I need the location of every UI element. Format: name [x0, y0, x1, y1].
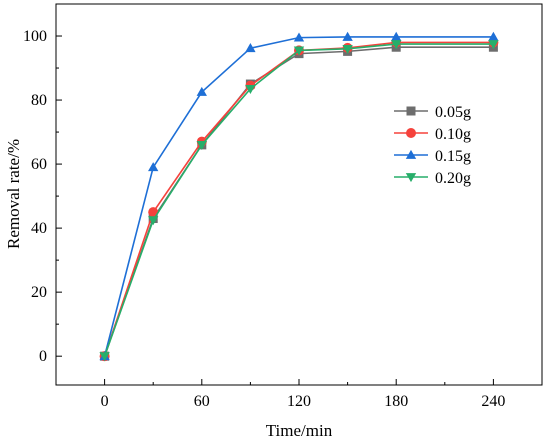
series-0.15g: [99, 31, 499, 361]
legend-label: 0.15g: [435, 148, 471, 165]
y-tick-label: 80: [31, 92, 47, 109]
legend-label: 0.20g: [435, 170, 471, 187]
data-point: [148, 162, 159, 172]
data-point: [391, 40, 402, 50]
y-axis-title: Removal rate/%: [4, 139, 23, 249]
axis-ticks: [56, 35, 494, 385]
series-line: [103, 41, 494, 357]
data-point: [148, 216, 159, 226]
series-group: [99, 31, 499, 362]
x-tick-labels: 0 60 120 180 240: [101, 393, 506, 410]
x-tick-label: 180: [384, 393, 408, 410]
x-axis-title: Time/min: [266, 421, 333, 440]
legend-marker: [405, 149, 417, 159]
series-line: [103, 46, 494, 357]
x-tick-label: 0: [101, 393, 109, 410]
x-tick-label: 60: [194, 393, 210, 410]
y-tick-label: 60: [31, 156, 47, 173]
series-0.20g: [99, 40, 499, 362]
data-point: [342, 31, 353, 41]
data-point: [293, 32, 305, 42]
data-point: [391, 31, 402, 41]
x-tick-label: 240: [481, 393, 505, 410]
data-point: [488, 40, 499, 50]
y-tick-label: 100: [23, 28, 47, 45]
legend-item: 0.05g: [394, 104, 471, 121]
data-point: [196, 140, 207, 151]
data-point: [342, 44, 353, 54]
plot-frame: [55, 3, 543, 386]
legend-marker: [406, 106, 416, 116]
data-point: [148, 207, 159, 218]
data-point: [99, 352, 110, 362]
series-line: [103, 43, 494, 357]
legend: 0.05g 0.10g 0.15g 0.20g: [394, 104, 471, 187]
y-tick-labels: 0 20 40 60 80 100: [23, 28, 47, 365]
legend-item: 0.10g: [394, 126, 471, 143]
y-tick-label: 20: [31, 284, 47, 301]
x-tick-label: 120: [287, 393, 311, 410]
legend-marker: [406, 128, 416, 138]
legend-label: 0.10g: [435, 126, 471, 143]
data-point: [488, 31, 499, 41]
y-tick-label: 40: [31, 220, 47, 237]
series-line: [103, 36, 494, 357]
legend-item: 0.20g: [394, 170, 471, 187]
data-point: [196, 86, 207, 96]
data-point: [293, 46, 305, 56]
y-tick-label: 0: [39, 348, 47, 365]
data-point: [245, 84, 256, 95]
legend-item: 0.15g: [394, 148, 471, 165]
legend-label: 0.05g: [435, 104, 471, 121]
legend-marker: [405, 173, 417, 183]
data-point: [245, 43, 256, 53]
series-0.10g: [99, 37, 499, 362]
